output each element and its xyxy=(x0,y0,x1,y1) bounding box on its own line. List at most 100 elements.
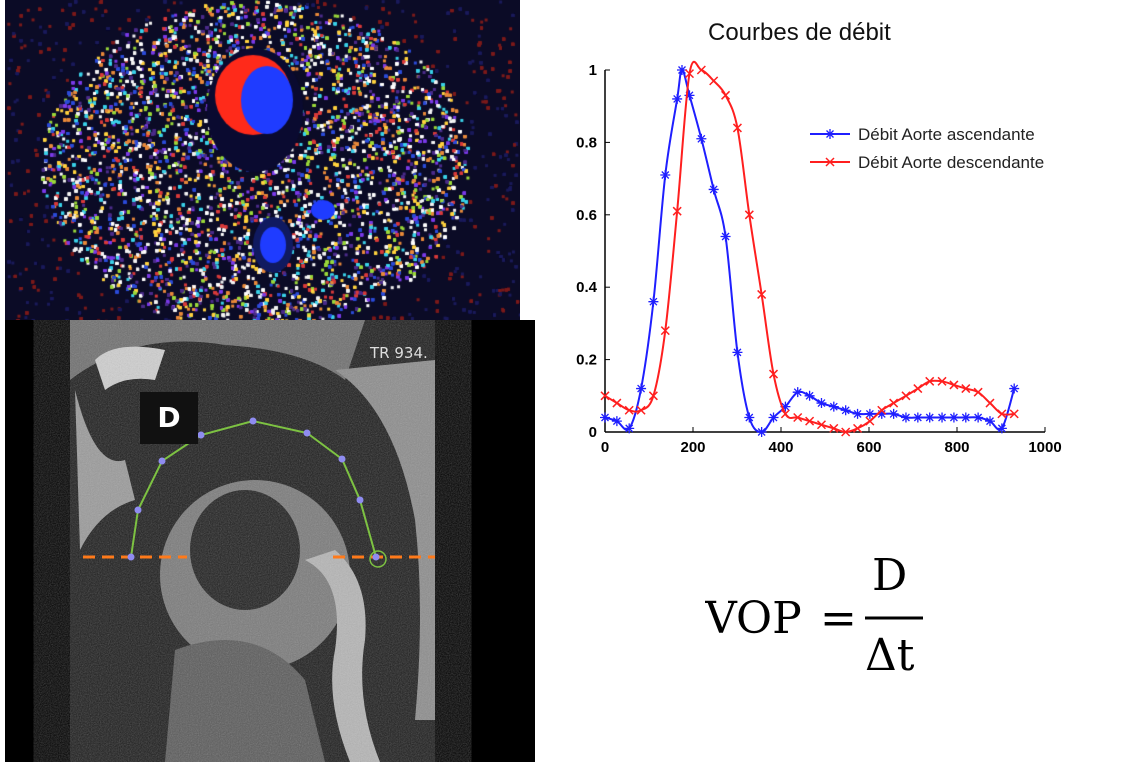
x-tick-label: 400 xyxy=(768,439,793,456)
series-point xyxy=(877,405,887,415)
centerline-point xyxy=(134,506,142,514)
mri-sagittal-image: D TR 934. xyxy=(5,320,535,762)
formula-denominator: Δt xyxy=(865,630,915,678)
series-point xyxy=(672,93,683,104)
series-point xyxy=(696,65,706,75)
series-point xyxy=(1009,409,1019,419)
mri-svg xyxy=(70,320,435,762)
series-2 xyxy=(600,60,1019,437)
chart-legend: Débit Aorte ascendante Débit Aorte descen… xyxy=(810,125,1044,172)
tr-readout: TR 934. xyxy=(370,344,428,362)
centerline-point xyxy=(127,553,135,561)
series-point xyxy=(853,423,863,433)
mri-noise xyxy=(70,320,435,762)
series-point xyxy=(937,376,947,386)
series-point xyxy=(780,401,791,412)
chart-axes: 0 200 400 600 800 1000 0 0.2 0.4 0.6 0.8 1 xyxy=(576,62,1062,456)
series-point xyxy=(973,387,983,397)
series-point xyxy=(636,383,647,394)
endpoint-marker xyxy=(369,550,387,568)
centerline-point xyxy=(303,429,311,437)
series-point xyxy=(624,405,634,415)
series-point xyxy=(996,423,1007,434)
series-point xyxy=(1009,383,1020,394)
vop-formula: VOP = D Δt xyxy=(705,550,923,678)
series-point xyxy=(829,423,839,433)
series-point xyxy=(611,416,622,427)
series-point xyxy=(684,90,695,101)
series-point xyxy=(600,412,610,423)
series-point xyxy=(756,427,767,437)
series-point xyxy=(937,412,948,423)
chart-series xyxy=(600,60,1020,437)
y-tick-label: 0.6 xyxy=(576,207,597,224)
y-tick-label: 0.4 xyxy=(576,279,598,296)
series-point xyxy=(924,412,935,423)
series-point xyxy=(816,420,827,430)
series-point xyxy=(973,412,984,423)
series-point xyxy=(865,416,875,426)
series-point xyxy=(757,289,767,299)
series-point xyxy=(828,401,839,412)
series-point xyxy=(793,412,803,423)
centerline-points xyxy=(127,417,380,561)
series-point xyxy=(997,409,1007,419)
series-point xyxy=(636,405,646,415)
series-point xyxy=(709,76,719,86)
x-tick-label: 0 xyxy=(601,439,609,456)
series-point xyxy=(840,405,851,416)
series-point xyxy=(677,65,687,75)
legend-marker xyxy=(825,129,835,139)
series-point xyxy=(816,398,827,409)
centerline-point xyxy=(197,431,205,439)
legend-label: Débit Aorte ascendante xyxy=(858,125,1035,144)
flow-chart: Courbes de débit 0 200 400 600 800 1000 0 0.2 0.… xyxy=(576,19,1062,456)
series-point xyxy=(876,408,887,419)
series-point xyxy=(721,90,731,100)
series-point xyxy=(708,184,719,195)
series-1 xyxy=(600,65,1020,437)
formula-numerator: D xyxy=(872,550,907,601)
legend-label: Débit Aorte descendante xyxy=(858,153,1044,172)
centerline-point xyxy=(372,553,380,561)
series-point xyxy=(948,412,959,423)
series-point xyxy=(648,391,658,401)
x-tick-label: 1000 xyxy=(1028,439,1061,456)
series-point xyxy=(912,412,923,423)
series-point xyxy=(841,427,851,437)
phase-contrast-image xyxy=(5,0,520,320)
y-tick-label: 1 xyxy=(589,62,597,79)
series-point xyxy=(792,387,803,398)
y-tick-label: 0.8 xyxy=(576,134,597,151)
series-line xyxy=(604,60,1015,434)
series-point xyxy=(888,408,899,419)
centerline-point xyxy=(338,455,346,463)
series-point xyxy=(660,169,671,180)
series-point xyxy=(672,206,682,216)
series-point xyxy=(925,376,935,386)
series-point xyxy=(768,369,779,379)
y-tick-label: 0 xyxy=(589,424,597,441)
legend-marker xyxy=(825,157,835,167)
series-point xyxy=(696,133,707,144)
x-tick-label: 600 xyxy=(856,439,881,456)
series-point xyxy=(889,398,899,408)
series-point xyxy=(949,380,959,390)
series-point xyxy=(684,69,695,79)
series-point xyxy=(732,123,742,133)
series-point xyxy=(744,210,754,220)
series-point xyxy=(900,412,911,423)
series-point xyxy=(660,326,670,336)
series-point xyxy=(624,423,635,434)
series-point xyxy=(768,412,779,423)
formula-lhs: VOP xyxy=(705,593,802,644)
series-point xyxy=(960,412,971,423)
centerline-point xyxy=(158,457,166,465)
series-point xyxy=(985,416,995,427)
series-point xyxy=(720,231,731,242)
centerline-point xyxy=(356,496,364,504)
series-point xyxy=(864,408,875,419)
centerline-point xyxy=(249,417,257,425)
series-point xyxy=(804,390,815,401)
series-point xyxy=(805,416,815,426)
